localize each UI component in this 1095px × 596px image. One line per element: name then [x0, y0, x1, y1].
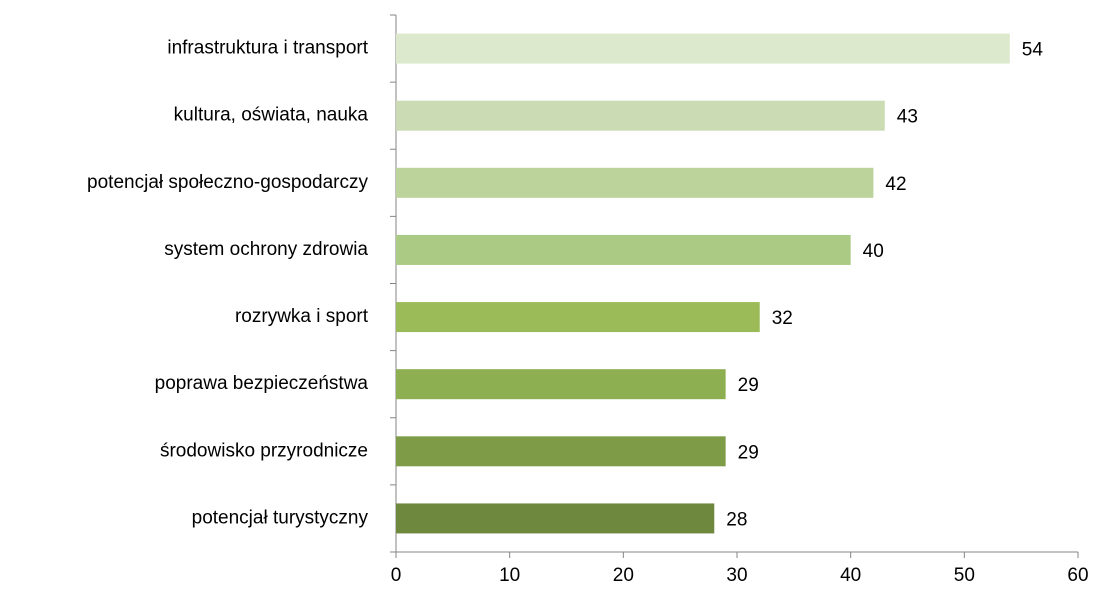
- y-tick-label: rozrywka i sport: [235, 306, 369, 327]
- data-label: 42: [885, 174, 906, 195]
- bar: [396, 100, 885, 131]
- data-label: 43: [897, 107, 918, 128]
- y-tick-label: środowisko przyrodnicze: [160, 440, 368, 461]
- x-tick-label: 0: [391, 565, 402, 586]
- bar: [396, 302, 760, 333]
- y-tick-label: kultura, oświata, nauka: [174, 105, 369, 126]
- y-tick-label: potencjał turystyczny: [192, 507, 369, 528]
- y-tick-label: system ochrony zdrowia: [164, 239, 368, 260]
- data-label: 32: [772, 308, 793, 329]
- bar: [396, 234, 851, 265]
- bar: [396, 369, 726, 400]
- bar: [396, 503, 715, 534]
- x-tick-label: 50: [954, 565, 975, 586]
- x-tick-label: 20: [613, 565, 634, 586]
- data-label: 28: [726, 509, 747, 530]
- bar: [396, 167, 874, 198]
- data-label: 29: [738, 375, 759, 396]
- data-label: 54: [1022, 40, 1044, 61]
- data-label: 40: [863, 241, 884, 262]
- x-tick-label: 40: [840, 565, 861, 586]
- bar: [396, 33, 1010, 64]
- x-tick-label: 60: [1067, 565, 1088, 586]
- x-tick-label: 30: [726, 565, 747, 586]
- y-tick-label: potencjał społeczno-gospodarczy: [87, 172, 368, 193]
- data-label: 29: [738, 442, 759, 463]
- y-tick-label: infrastruktura i transport: [167, 38, 368, 59]
- y-tick-label: poprawa bezpieczeństwa: [155, 373, 369, 394]
- bar: [396, 436, 726, 467]
- x-tick-label: 10: [499, 565, 520, 586]
